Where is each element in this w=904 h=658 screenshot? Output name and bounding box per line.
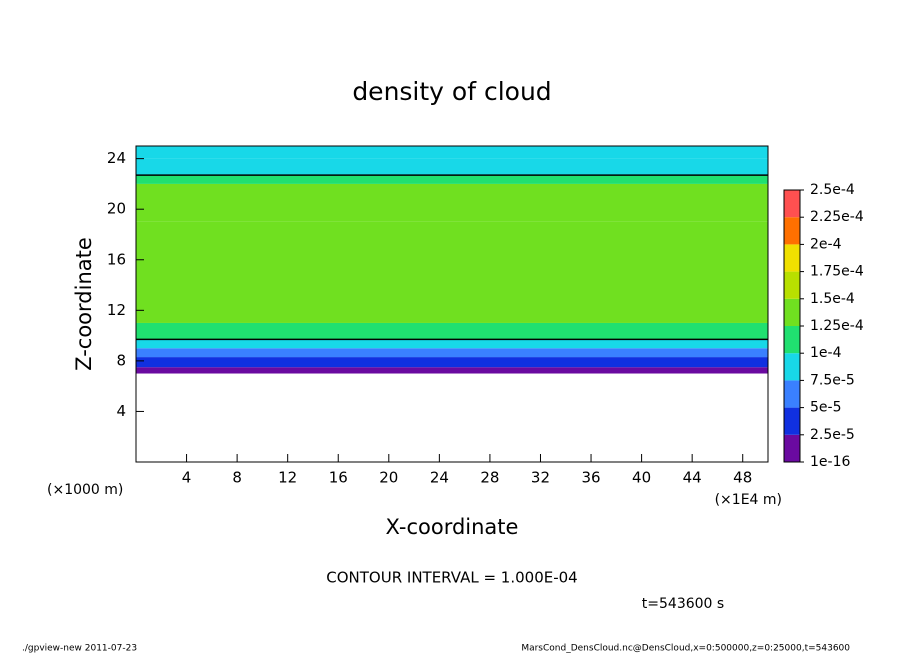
x-tick-label: 44 bbox=[683, 469, 702, 487]
footer-left: ./gpview-new 2011-07-23 bbox=[22, 644, 137, 654]
colorbar-label: 2.25e-4 bbox=[810, 209, 864, 225]
heatmap-band bbox=[136, 221, 768, 323]
colorbar-label: 2.5e-4 bbox=[810, 182, 855, 198]
x-tick-label: 20 bbox=[379, 469, 398, 487]
y-tick-label: 24 bbox=[107, 149, 126, 167]
chart-title: density of cloud bbox=[352, 77, 551, 106]
time-label: t=543600 s bbox=[642, 596, 724, 612]
colorbar-label: 5e-5 bbox=[810, 400, 841, 416]
colorbar-swatch bbox=[784, 380, 800, 408]
colorbar-swatch bbox=[784, 434, 800, 462]
x-tick-label: 8 bbox=[232, 469, 242, 487]
heatmap-band bbox=[136, 339, 768, 349]
colorbar-swatch bbox=[784, 244, 800, 272]
footer-right: MarsCond_DensCloud.nc@DensCloud,x=0:5000… bbox=[521, 644, 850, 654]
x-tick-label: 28 bbox=[480, 469, 499, 487]
x-tick-label: 16 bbox=[329, 469, 348, 487]
heatmap-band bbox=[136, 348, 768, 358]
x-tick-label: 36 bbox=[581, 469, 600, 487]
x-tick-label: 40 bbox=[632, 469, 651, 487]
colorbar-label: 1e-4 bbox=[810, 345, 842, 361]
x-tick-label: 24 bbox=[430, 469, 449, 487]
colorbar-swatch bbox=[784, 353, 800, 381]
plot-frame bbox=[135, 145, 769, 463]
x-axis-label: X-coordinate bbox=[386, 515, 519, 539]
colorbar-swatch bbox=[784, 217, 800, 245]
x-tick-label: 12 bbox=[278, 469, 297, 487]
x-tick-label: 4 bbox=[182, 469, 192, 487]
colorbar-swatch bbox=[784, 190, 800, 218]
heatmap-band bbox=[136, 357, 768, 368]
heatmap-band bbox=[136, 367, 768, 374]
y-tick-label: 20 bbox=[107, 200, 126, 218]
x-tick-label: 48 bbox=[733, 469, 752, 487]
colorbar-label: 2e-4 bbox=[810, 236, 842, 252]
colorbar-label: 7.5e-5 bbox=[810, 372, 855, 388]
colorbar-label: 1e-16 bbox=[810, 454, 850, 470]
y-tick-label: 12 bbox=[107, 301, 126, 319]
y-tick-label: 4 bbox=[116, 402, 126, 420]
heatmap-band bbox=[136, 158, 768, 176]
y-tick-label: 8 bbox=[116, 351, 126, 369]
heatmap-band bbox=[136, 183, 768, 222]
heatmap-band bbox=[136, 175, 768, 184]
colorbar-label: 2.5e-5 bbox=[810, 427, 855, 443]
colorbar-swatch bbox=[784, 298, 800, 326]
y-axis-label: Z-coordinate bbox=[72, 237, 96, 371]
colorbar-swatch bbox=[784, 271, 800, 299]
heatmap-band bbox=[136, 146, 768, 159]
colorbar-label: 1.75e-4 bbox=[810, 264, 864, 280]
y-unit: (×1000 m) bbox=[47, 482, 123, 498]
colorbar-swatch bbox=[784, 407, 800, 435]
contour-interval: CONTOUR INTERVAL = 1.000E-04 bbox=[326, 569, 577, 587]
x-tick-label: 32 bbox=[531, 469, 550, 487]
x-unit: (×1E4 m) bbox=[715, 492, 782, 508]
colorbar-label: 1.25e-4 bbox=[810, 318, 864, 334]
y-tick-label: 16 bbox=[107, 250, 126, 268]
colorbar-label: 1.5e-4 bbox=[810, 291, 855, 307]
colorbar-swatch bbox=[784, 326, 800, 354]
heatmap-band bbox=[136, 322, 768, 340]
